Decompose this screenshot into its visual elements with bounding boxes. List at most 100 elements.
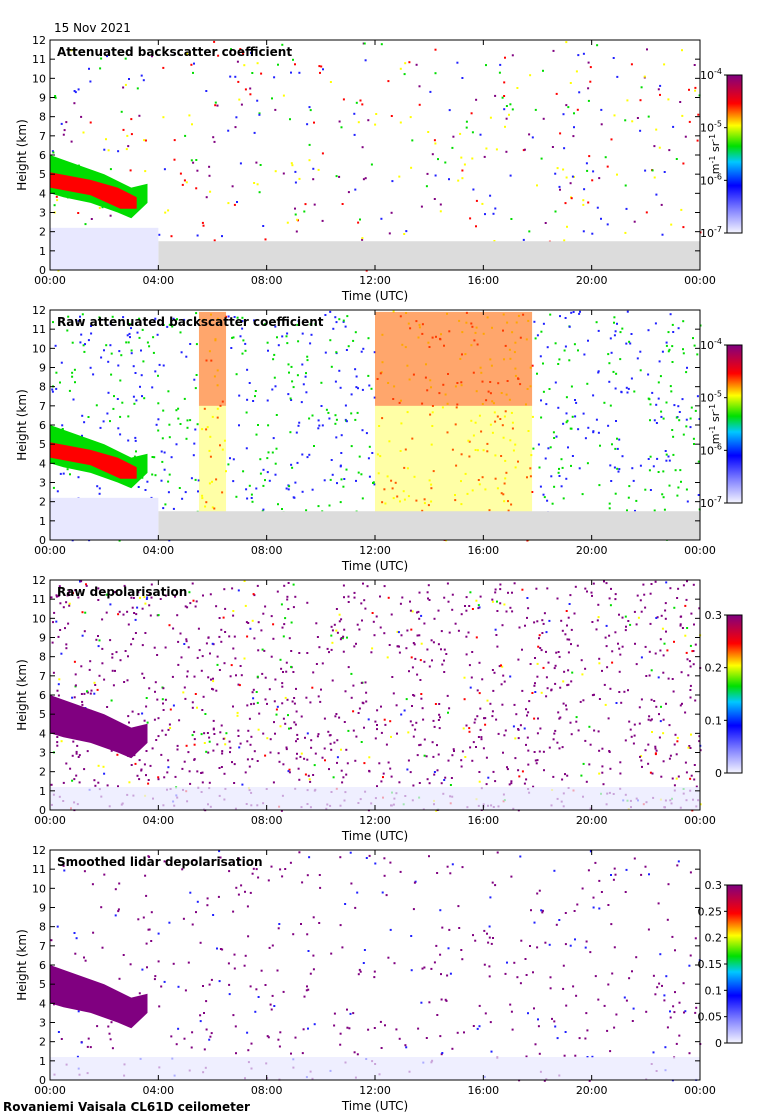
x-tick-label: 12:00 (359, 814, 391, 827)
x-tick-label: 04:00 (142, 1084, 174, 1097)
y-tick-label: 2 (39, 1036, 46, 1049)
y-tick-label: 3 (39, 747, 46, 760)
colorbar (726, 884, 743, 1044)
y-tick-label: 5 (39, 168, 46, 181)
y-tick-label: 0 (39, 534, 46, 547)
y-tick-label: 8 (39, 381, 46, 394)
data-speckle (50, 850, 702, 1082)
low-signal-band (158, 511, 701, 540)
cloud-core (50, 172, 137, 209)
cloud-layer (50, 965, 148, 1029)
colorbar-tick-label: 0 (715, 767, 722, 780)
colorbar-tick-label: 10-4 (700, 337, 722, 352)
y-tick-label: 12 (32, 844, 46, 857)
colorbar-unit: m-1 sr-1 (708, 404, 722, 444)
y-tick-label: 11 (32, 863, 46, 876)
date-label: 15 Nov 2021 (54, 21, 131, 35)
x-tick-label: 16:00 (467, 274, 499, 287)
colorbar-tick-label: 0.15 (698, 958, 723, 971)
panel-title: Attenuated backscatter coefficient (57, 45, 292, 59)
panel-title: Raw depolarisation (57, 585, 187, 599)
colorbar-tick-label: 0.1 (705, 984, 723, 997)
colorbar-unit: m-1 sr-1 (708, 134, 722, 174)
x-tick-label: 08:00 (251, 544, 283, 557)
x-tick-label: 16:00 (467, 544, 499, 557)
y-tick-label: 9 (39, 362, 46, 375)
y-tick-label: 4 (39, 457, 46, 470)
x-tick-label: 08:00 (251, 814, 283, 827)
y-tick-label: 6 (39, 149, 46, 162)
x-tick-label: 00:00 (34, 544, 66, 557)
y-tick-label: 11 (32, 53, 46, 66)
y-tick-label: 0 (39, 1074, 46, 1087)
colorbar-tick-label: 10-7 (700, 495, 722, 510)
y-tick-label: 5 (39, 438, 46, 451)
colorbar (726, 74, 743, 234)
y-tick-label: 0 (39, 804, 46, 817)
x-tick-label: 12:00 (359, 1084, 391, 1097)
high-noise-band (375, 311, 533, 521)
x-axis-label: Time (UTC) (341, 559, 408, 573)
x-tick-label: 12:00 (359, 544, 391, 557)
x-tick-label: 20:00 (576, 274, 608, 287)
cloud-layer (50, 695, 148, 759)
y-tick-label: 1 (39, 245, 46, 258)
y-tick-label: 9 (39, 92, 46, 105)
plot-area (50, 850, 700, 1080)
plot-area (50, 580, 700, 810)
colorbar-tick-label: 0.3 (705, 879, 723, 892)
y-tick-label: 7 (39, 940, 46, 953)
y-tick-label: 4 (39, 997, 46, 1010)
x-axis-label: Time (UTC) (341, 829, 408, 843)
y-tick-label: 10 (32, 612, 46, 625)
y-tick-label: 4 (39, 187, 46, 200)
panel-title: Raw attenuated backscatter coefficient (57, 315, 324, 329)
high-noise-band (198, 311, 227, 521)
y-tick-label: 10 (32, 342, 46, 355)
boundary-layer (50, 787, 700, 810)
colorbar-tick-label: 10-5 (700, 120, 722, 135)
y-tick-label: 11 (32, 593, 46, 606)
y-tick-label: 8 (39, 651, 46, 664)
low-signal-band (158, 241, 701, 270)
y-tick-label: 2 (39, 496, 46, 509)
x-tick-label: 00:00 (34, 814, 66, 827)
y-tick-label: 7 (39, 130, 46, 143)
y-tick-label: 0 (39, 264, 46, 277)
colorbar-tick-label: 10-5 (700, 390, 722, 405)
x-tick-label: 00:00 (684, 544, 716, 557)
boundary-layer (50, 1057, 700, 1080)
y-tick-label: 1 (39, 785, 46, 798)
boundary-layer (50, 227, 159, 270)
y-tick-label: 4 (39, 727, 46, 740)
y-tick-label: 6 (39, 959, 46, 972)
x-tick-label: 00:00 (684, 274, 716, 287)
colorbar-tick-label: 0.1 (705, 714, 723, 727)
high-noise-band-top (375, 311, 533, 406)
x-tick-label: 00:00 (684, 814, 716, 827)
y-tick-label: 2 (39, 766, 46, 779)
colorbar-tick-label: 0.25 (698, 905, 723, 918)
y-axis-label: Height (km) (15, 659, 29, 730)
high-noise-band-top (198, 311, 227, 406)
y-tick-label: 7 (39, 670, 46, 683)
x-tick-label: 08:00 (251, 1084, 283, 1097)
y-tick-label: 11 (32, 323, 46, 336)
panel-4: Smoothed lidar depolarisation01234567891… (15, 844, 743, 1113)
x-tick-label: 00:00 (34, 1084, 66, 1097)
panel-1: Attenuated backscatter coefficient012345… (15, 34, 743, 303)
colorbar-tick-label: 0.05 (698, 1011, 723, 1024)
colorbar-tick-label: 10-4 (700, 67, 722, 82)
x-tick-label: 04:00 (142, 274, 174, 287)
colorbar-tick-label: 0.3 (705, 609, 723, 622)
y-tick-label: 12 (32, 34, 46, 47)
y-tick-label: 3 (39, 1017, 46, 1030)
y-tick-label: 9 (39, 632, 46, 645)
colorbar-tick-label: 0.2 (705, 932, 723, 945)
panel-2: Raw attenuated backscatter coefficient 0 1… (15, 304, 743, 573)
y-tick-label: 9 (39, 902, 46, 915)
cloud-core (50, 442, 137, 479)
y-tick-label: 10 (32, 72, 46, 85)
